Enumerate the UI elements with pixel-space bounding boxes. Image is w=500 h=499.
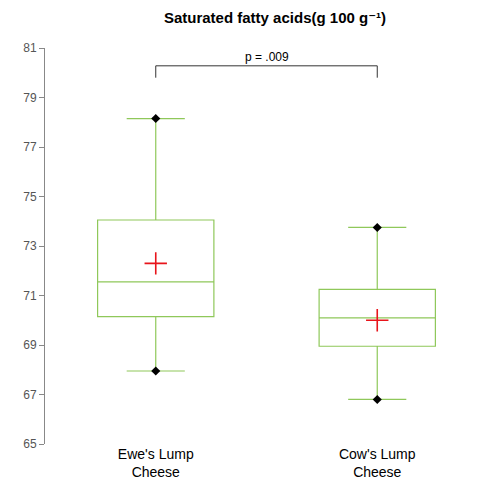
- svg-text:Cow's LumpCheese: Cow's LumpCheese: [339, 446, 416, 480]
- svg-text:79: 79: [23, 91, 37, 105]
- svg-text:Ewe's LumpCheese: Ewe's LumpCheese: [118, 446, 194, 480]
- svg-text:65: 65: [23, 437, 37, 451]
- svg-text:67: 67: [23, 388, 37, 402]
- svg-text:Saturated fatty acids(g 100 g⁻: Saturated fatty acids(g 100 g⁻¹): [164, 9, 386, 26]
- svg-text:73: 73: [23, 239, 37, 253]
- svg-text:77: 77: [23, 140, 37, 154]
- svg-text:81: 81: [23, 41, 37, 55]
- svg-text:75: 75: [23, 190, 37, 204]
- svg-text:p = .009: p = .009: [245, 50, 289, 64]
- svg-text:69: 69: [23, 338, 37, 352]
- svg-text:71: 71: [23, 289, 37, 303]
